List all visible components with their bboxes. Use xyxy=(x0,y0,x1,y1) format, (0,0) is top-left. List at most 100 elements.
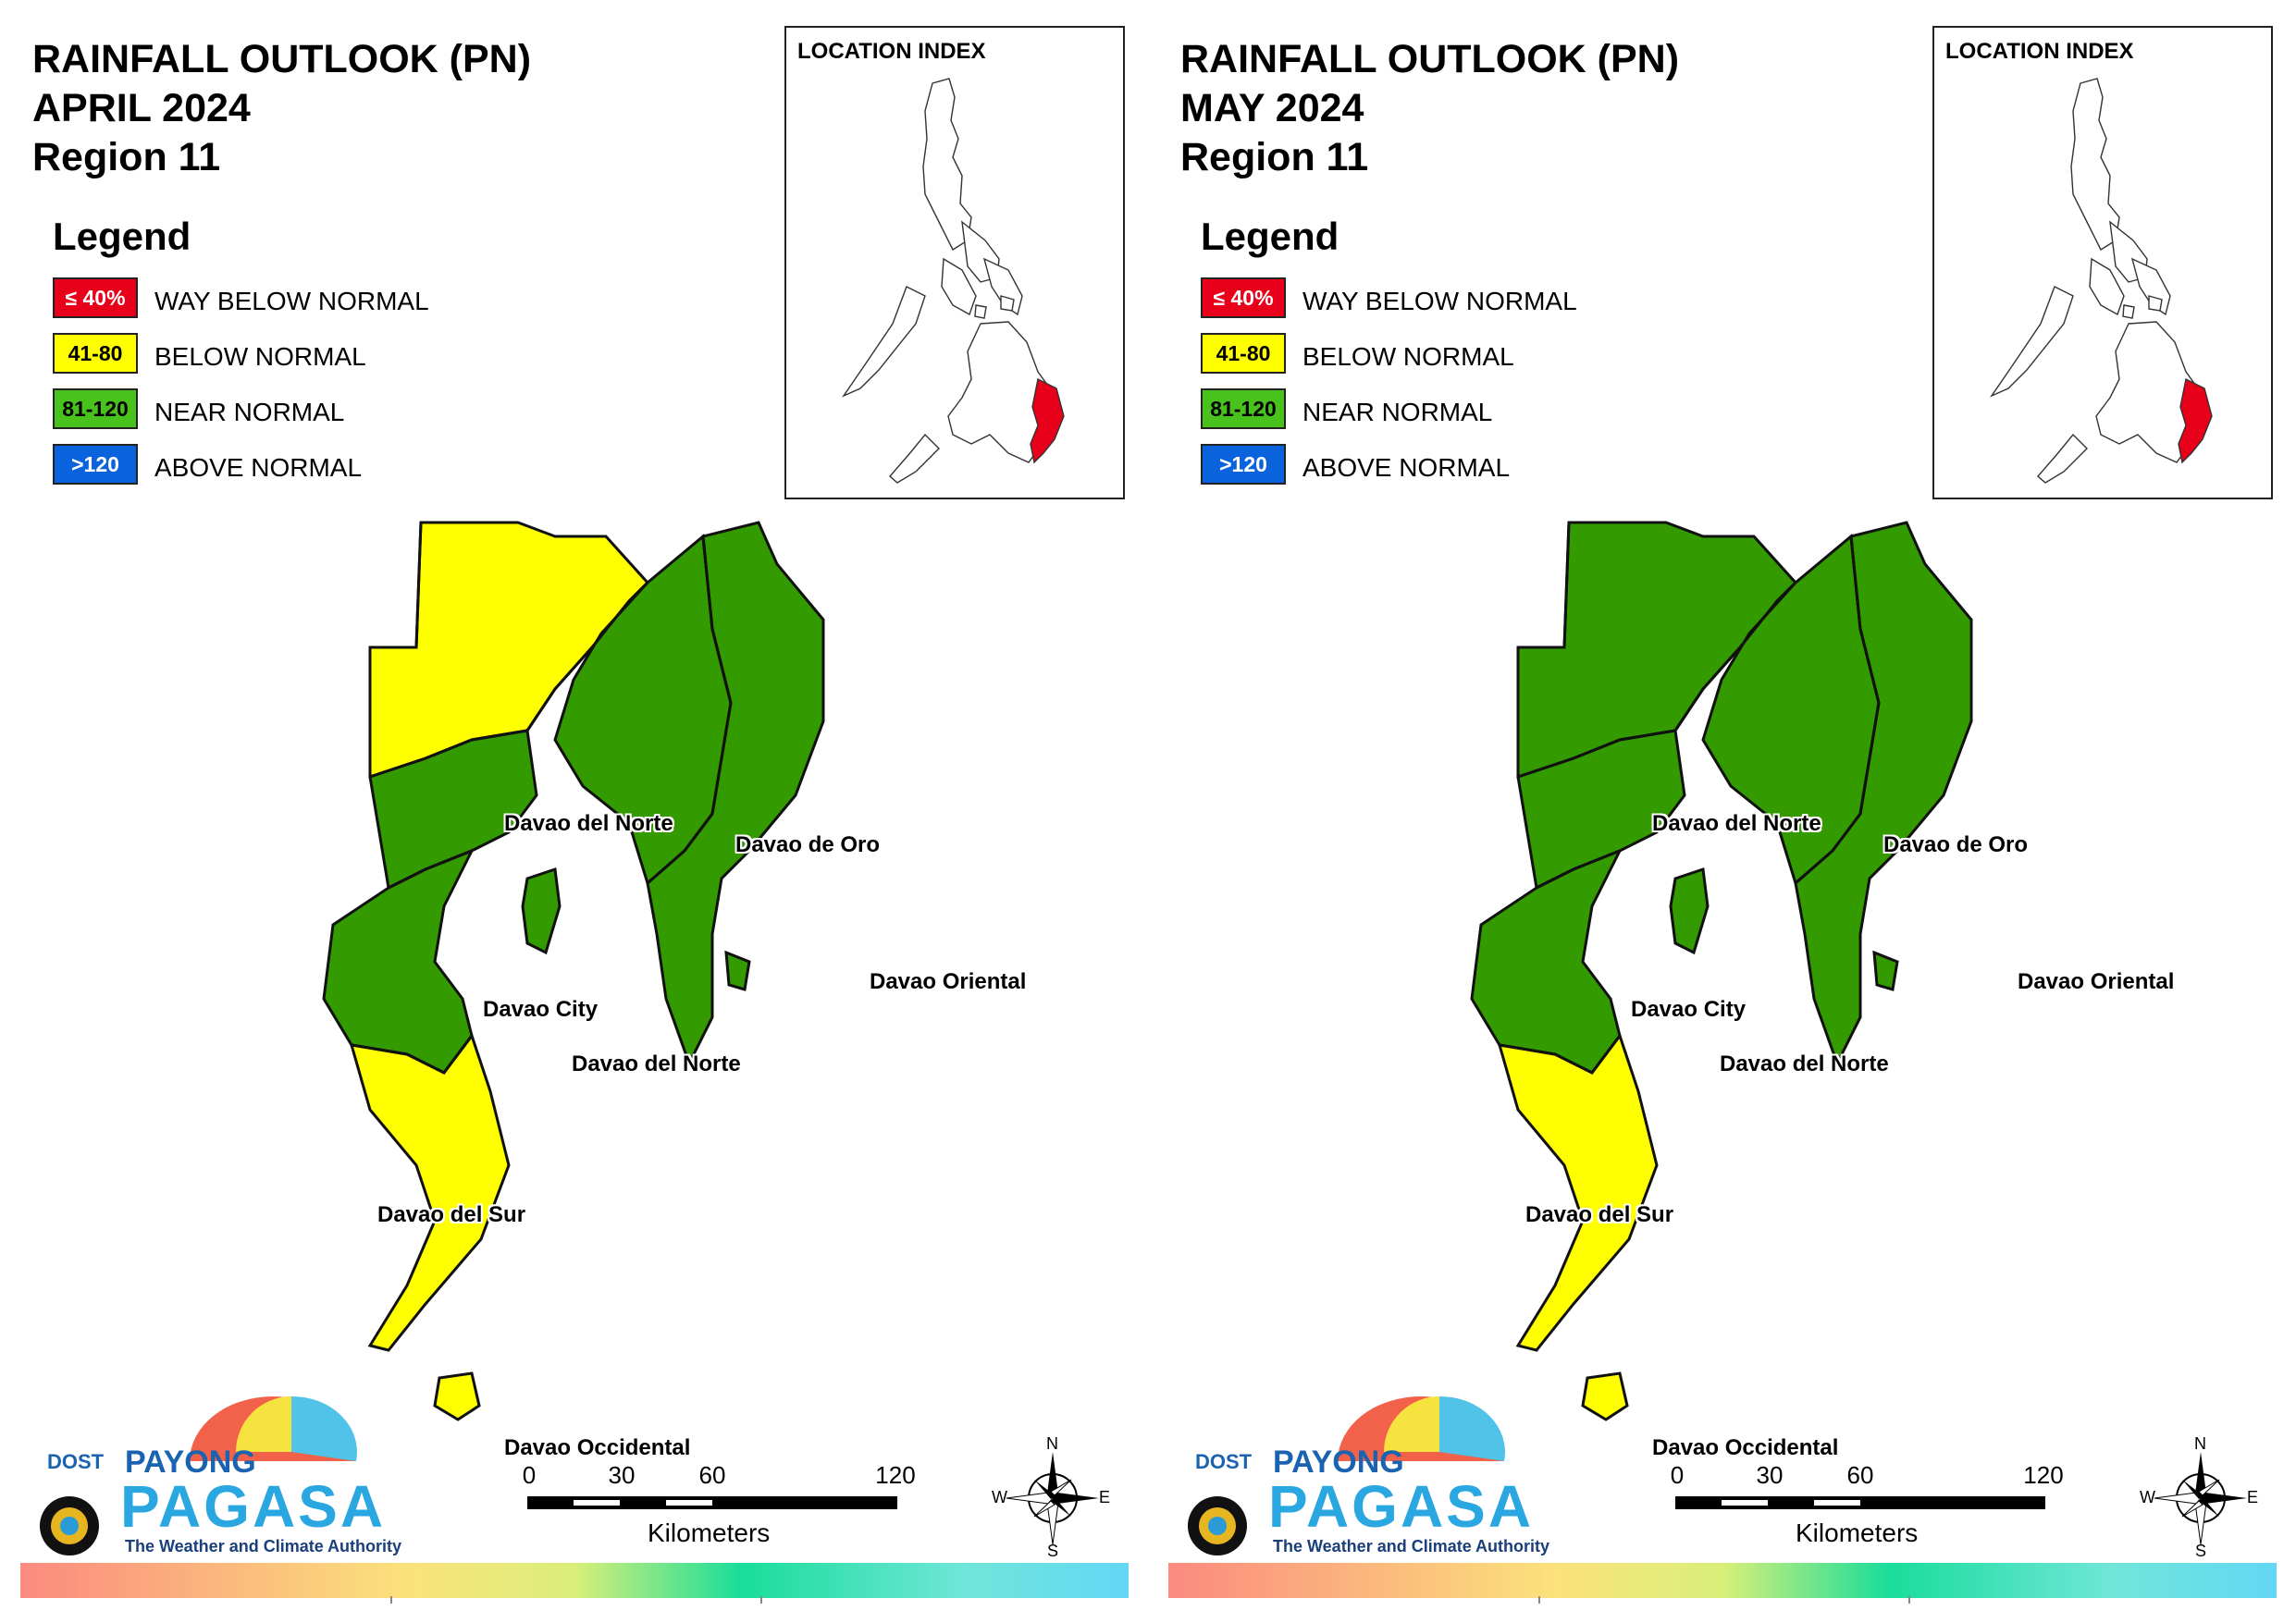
label-davao-de-oro: Davao de Oro xyxy=(735,832,881,857)
pagasa-text: PAGASA xyxy=(120,1473,387,1540)
pagasa-tagline: The Weather and Climate Authority xyxy=(125,1537,402,1555)
scale-tick: 0 xyxy=(522,1461,537,1489)
legend-swatch: ≤ 40% xyxy=(1201,277,1286,318)
compass-rose-icon xyxy=(1006,1452,1099,1545)
island-balut xyxy=(433,1371,481,1421)
legend-label: ABOVE NORMAL xyxy=(1302,453,1511,482)
scale-bar: 0 30 60 120 Kilometers xyxy=(1671,1461,2064,1547)
title-line-1: RAINFALL OUTLOOK (PN) xyxy=(1180,37,1680,81)
north-arrow: N S E W xyxy=(992,1434,1111,1560)
compass-w: W xyxy=(992,1488,1007,1506)
scale-tick: 120 xyxy=(875,1461,916,1489)
compass-n: N xyxy=(1046,1434,1058,1453)
region-11-highlight xyxy=(2178,377,2213,464)
map-title: RAINFALL OUTLOOK (PN) APRIL 2024 Region … xyxy=(32,35,531,182)
location-index-title: LOCATION INDEX xyxy=(797,39,986,64)
label-davao-del-norte-north: Davao del Norte xyxy=(504,811,673,836)
scale-bar-graphic xyxy=(527,1496,897,1509)
legend-swatch: 41-80 xyxy=(53,333,138,374)
legend-label: WAY BELOW NORMAL xyxy=(1302,287,1577,315)
location-index-inset: LOCATION INDEX xyxy=(1932,26,2273,499)
province-davao-occidental xyxy=(1497,1032,1659,1352)
footer-gradient-bar xyxy=(1168,1563,2277,1604)
north-arrow: N S E W xyxy=(2140,1434,2259,1560)
legend-swatch: 81-120 xyxy=(53,388,138,429)
label-davao-occidental: Davao Occidental xyxy=(504,1435,691,1460)
legend-title: Legend xyxy=(1201,215,1339,258)
compass-s: S xyxy=(2195,1542,2207,1560)
compass-e: E xyxy=(2247,1488,2259,1506)
pagasa-tagline: The Weather and Climate Authority xyxy=(1273,1537,1550,1555)
footer-gradient-bar xyxy=(20,1563,1129,1604)
legend-swatch: 41-80 xyxy=(1201,333,1286,374)
legend-label: BELOW NORMAL xyxy=(1302,342,1514,371)
scale-tick: 60 xyxy=(698,1461,726,1489)
legend-label: ABOVE NORMAL xyxy=(154,453,363,482)
legend-swatch: 81-120 xyxy=(1201,388,1286,429)
island-samal xyxy=(1669,867,1710,955)
island-balut xyxy=(1581,1371,1629,1421)
pagasa-text: PAGASA xyxy=(1268,1473,1535,1540)
region-11-map xyxy=(1470,521,1973,1421)
title-region: Region 11 xyxy=(1180,135,1369,179)
island-samal xyxy=(521,867,562,955)
legend-label: NEAR NORMAL xyxy=(1302,398,1493,426)
label-davao-oriental: Davao Oriental xyxy=(870,969,1027,994)
scale-tick: 120 xyxy=(2023,1461,2064,1489)
philippines-map xyxy=(842,78,1065,484)
label-davao-city: Davao City xyxy=(1631,997,1747,1022)
island-oriental-tip xyxy=(724,950,751,991)
label-davao-del-sur: Davao del Sur xyxy=(377,1202,526,1227)
pagasa-logo: DOST PAYONG PAGASA The Weather and Clima… xyxy=(1180,1387,1549,1563)
dost-text: DOST xyxy=(47,1450,105,1473)
payong-text: PAYONG xyxy=(125,1445,256,1480)
location-index-inset: LOCATION INDEX xyxy=(784,26,1125,499)
legend-label: NEAR NORMAL xyxy=(154,398,345,426)
location-index-title: LOCATION INDEX xyxy=(1945,39,2134,64)
label-davao-city: Davao City xyxy=(483,997,599,1022)
island-oriental-tip xyxy=(1872,950,1899,991)
legend-swatch: >120 xyxy=(1201,444,1286,485)
title-month: MAY 2024 xyxy=(1180,86,1364,130)
label-davao-del-norte-north: Davao del Norte xyxy=(1652,811,1821,836)
scale-unit: Kilometers xyxy=(1796,1518,1919,1547)
title-line-1: RAINFALL OUTLOOK (PN) xyxy=(32,37,532,81)
legend-label: BELOW NORMAL xyxy=(154,342,366,371)
legend-title: Legend xyxy=(53,215,191,258)
compass-s: S xyxy=(1047,1542,1059,1560)
label-davao-oriental: Davao Oriental xyxy=(2018,969,2175,994)
region-11-map xyxy=(322,521,825,1421)
label-davao-del-norte-south: Davao del Norte xyxy=(572,1051,741,1076)
dost-text: DOST xyxy=(1195,1450,1253,1473)
umbrella-icon xyxy=(40,1396,357,1555)
scale-bar-graphic xyxy=(1675,1496,2045,1509)
philippines-map xyxy=(1990,78,2213,484)
label-davao-de-oro: Davao de Oro xyxy=(1883,832,2029,857)
legend-swatch: >120 xyxy=(53,444,138,485)
label-davao-occidental: Davao Occidental xyxy=(1652,1435,1839,1460)
umbrella-icon xyxy=(1188,1396,1505,1555)
scale-tick: 30 xyxy=(1756,1461,1784,1489)
scale-tick: 30 xyxy=(608,1461,636,1489)
region-11-highlight xyxy=(1030,377,1065,464)
label-davao-del-sur: Davao del Sur xyxy=(1525,1202,1674,1227)
legend-label: WAY BELOW NORMAL xyxy=(154,287,429,315)
province-davao-occidental xyxy=(349,1032,511,1352)
scale-bar: 0 30 60 120 Kilometers xyxy=(523,1461,916,1547)
payong-text: PAYONG xyxy=(1273,1445,1404,1480)
scale-tick: 60 xyxy=(1846,1461,1874,1489)
compass-e: E xyxy=(1099,1488,1111,1506)
pagasa-logo: DOST PAYONG PAGASA The Weather and Clima… xyxy=(32,1387,401,1563)
map-title: RAINFALL OUTLOOK (PN) MAY 2024 Region 11 xyxy=(1180,35,1679,182)
scale-tick: 0 xyxy=(1670,1461,1685,1489)
legend-swatch: ≤ 40% xyxy=(53,277,138,318)
compass-n: N xyxy=(2194,1434,2206,1453)
title-month: APRIL 2024 xyxy=(32,86,251,130)
compass-rose-icon xyxy=(2154,1452,2247,1545)
title-region: Region 11 xyxy=(32,135,221,179)
compass-w: W xyxy=(2140,1488,2155,1506)
outlook-panel-april: RAINFALL OUTLOOK (PN) APRIL 2024 Region … xyxy=(20,26,1129,1604)
outlook-panel-may: RAINFALL OUTLOOK (PN) MAY 2024 Region 11… xyxy=(1148,0,2296,1623)
label-davao-del-norte-south: Davao del Norte xyxy=(1720,1051,1889,1076)
scale-unit: Kilometers xyxy=(648,1518,771,1547)
